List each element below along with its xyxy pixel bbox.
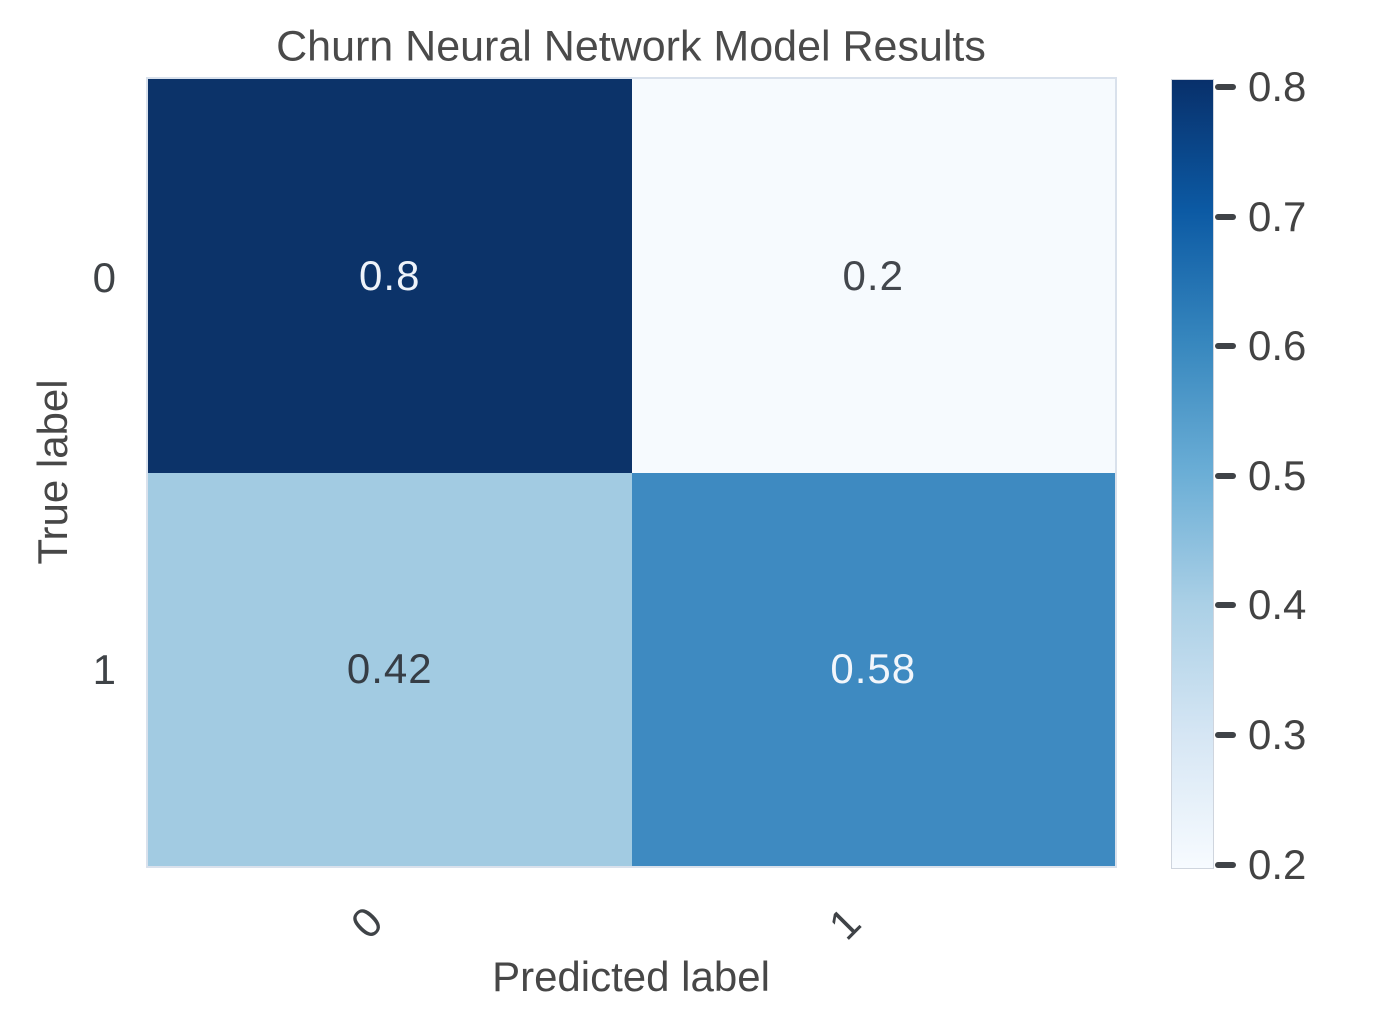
colorbar	[1171, 79, 1214, 869]
colorbar-tick-label: 0.8	[1248, 63, 1307, 110]
heatmap-cell-r0c0: 0.8	[148, 79, 632, 473]
colorbar-tick-label: 0.3	[1248, 711, 1307, 758]
colorbar-tick-label: 0.5	[1248, 451, 1307, 499]
confusion-matrix-heatmap: 0.8 0.2 0.42 0.58	[146, 77, 1117, 868]
heatmap-cell-r1c1: 0.58	[631, 472, 1115, 866]
y-axis-tick-label-1: 1	[92, 646, 116, 693]
colorbar-tick-mark	[1215, 732, 1236, 738]
colorbar-tick-label: 0.6	[1248, 322, 1307, 370]
colorbar-tick-mark	[1215, 472, 1236, 479]
heatmap-cell-r1c0: 0.42	[148, 472, 632, 866]
colorbar-tick-mark	[1215, 861, 1236, 868]
x-axis-title: Predicted label	[492, 953, 770, 1000]
heatmap-cell-r0c1: 0.2	[631, 79, 1115, 473]
colorbar-tick-label: 0.7	[1248, 192, 1307, 240]
x-axis-tick-label-0: 0	[341, 897, 392, 948]
colorbar-tick-label: 0.2	[1248, 840, 1307, 888]
cell-value: 0.58	[830, 645, 917, 693]
colorbar-tick-mark	[1215, 343, 1236, 350]
chart-title: Churn Neural Network Model Results	[276, 22, 986, 71]
y-axis-title: True label	[29, 379, 76, 565]
cell-value: 0.2	[842, 251, 904, 299]
colorbar-tick-label: 0.4	[1248, 581, 1307, 629]
x-axis-tick-label-1: 1	[819, 898, 870, 949]
colorbar-tick-mark	[1215, 84, 1236, 90]
colorbar-tick-mark	[1215, 213, 1236, 220]
cell-value: 0.8	[359, 251, 421, 299]
cell-value: 0.42	[346, 645, 433, 693]
colorbar-tick-mark	[1215, 602, 1236, 609]
y-axis-tick-label-0: 0	[92, 254, 116, 301]
